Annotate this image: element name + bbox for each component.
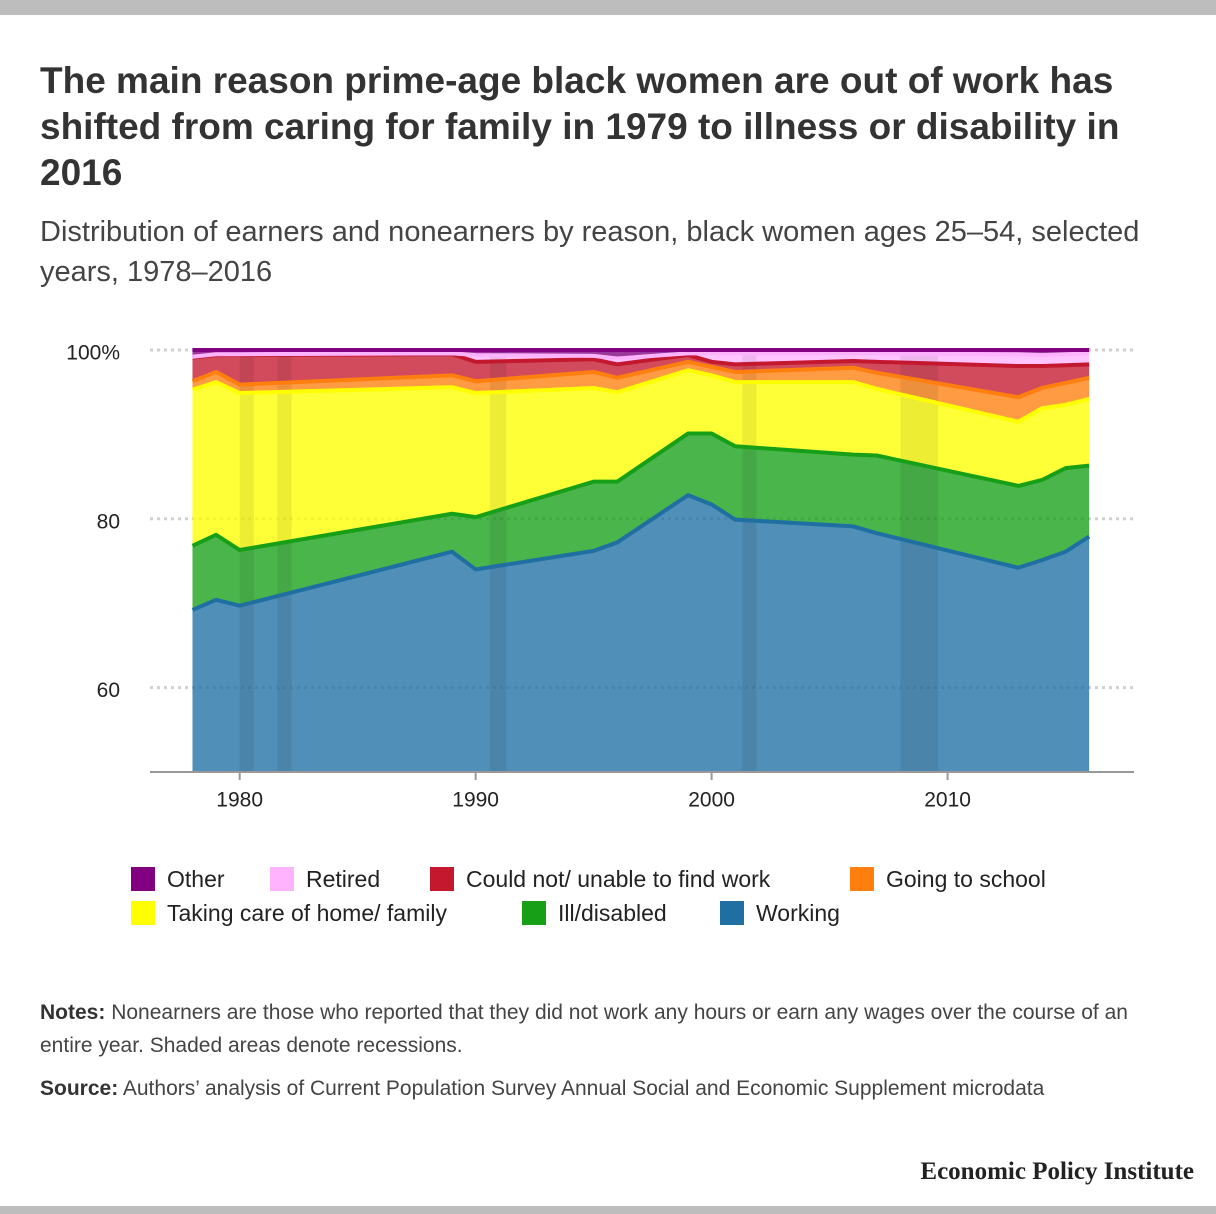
legend-label: Ill/disabled (558, 900, 667, 926)
source-text: Authors’ analysis of Current Population … (122, 1077, 1045, 1100)
y-tick-label: 60 (97, 679, 120, 702)
area (192, 495, 1090, 772)
area-line (191, 431, 1090, 553)
legend-swatch (522, 901, 546, 925)
area (192, 361, 1090, 422)
recession-band (277, 350, 292, 772)
y-tick-label: 80 (97, 510, 120, 533)
recession-band (742, 350, 757, 772)
area-line (192, 351, 1090, 361)
area-line (191, 368, 1090, 424)
notes: Notes: Nonearners are those who reported… (40, 996, 1160, 1062)
legend-swatch (131, 901, 155, 925)
x-tick-label: 2000 (688, 789, 735, 812)
notes-label: Notes: (40, 1001, 106, 1024)
legend-swatch (720, 901, 744, 925)
chart-subtitle: Distribution of earners and nonearners b… (40, 216, 1140, 288)
notes-text: Nonearners are those who reported that t… (40, 1001, 1128, 1057)
recession-band (239, 350, 254, 772)
chart-title: The main reason prime-age black women ar… (40, 60, 1120, 193)
source: Source: Authors’ analysis of Current Pop… (40, 1072, 1160, 1105)
source-label: Source: (40, 1077, 119, 1100)
legend-label: Working (756, 900, 840, 926)
legend-label: Other (167, 866, 225, 892)
legend-label: Retired (306, 866, 380, 892)
recession-band (900, 350, 939, 772)
area (192, 370, 1090, 551)
chart: 60 80 100% 1980 1990 2000 2010 Other Retired Coul… (66, 342, 1134, 926)
y-tick-label: 100% (66, 342, 120, 365)
legend-label: Could not/ unable to find work (466, 866, 771, 892)
legend-swatch (131, 867, 155, 891)
x-tick-label: 1980 (216, 789, 263, 812)
legend-label: Taking care of home/ family (167, 900, 447, 926)
legend-swatch (850, 867, 874, 891)
legend-label: Going to school (886, 866, 1046, 892)
recession-band (489, 350, 507, 772)
bottom-bar (0, 1206, 1216, 1214)
brand: Economic Policy Institute (920, 1158, 1194, 1185)
area (192, 354, 1090, 398)
area-line (191, 359, 1090, 400)
legend-swatch (430, 867, 454, 891)
legend-swatch (270, 867, 294, 891)
top-bar (0, 0, 1216, 15)
x-tick-label: 2010 (924, 789, 971, 812)
area-line (191, 493, 1091, 612)
x-tick-label: 1990 (452, 789, 499, 812)
area (192, 433, 1090, 610)
